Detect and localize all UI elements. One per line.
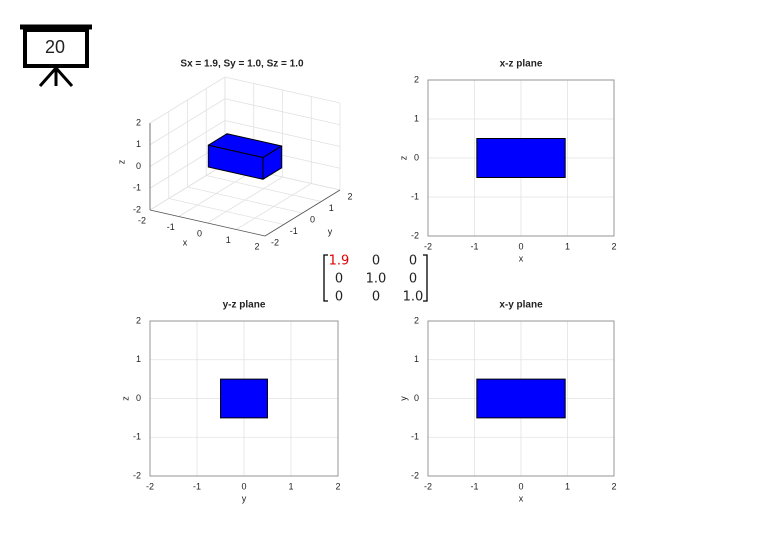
z-tick-label: 1 [136, 139, 141, 149]
y-tick-label: 0 [414, 152, 419, 162]
matrix-entry: 1.0 [403, 290, 424, 305]
grid-line [168, 198, 284, 225]
grid-line [206, 175, 322, 202]
x-tick-label: 1 [288, 481, 293, 491]
y-tick-label: 0 [310, 214, 315, 224]
z-tick-label: -2 [133, 204, 141, 214]
y-tick-label: 2 [136, 315, 141, 325]
x-tick-label: -2 [424, 241, 432, 251]
matrix-entry: 0 [335, 272, 343, 287]
y-tick-label: 1 [414, 354, 419, 364]
x-tick-label: 1 [565, 241, 570, 251]
x-tick-label: 2 [254, 241, 259, 251]
x-tick-label: -2 [146, 481, 154, 491]
x-tick-label: -1 [167, 222, 175, 232]
x-tick-label: 1 [565, 481, 570, 491]
y-tick-label: -1 [411, 191, 419, 201]
y-tick-label: -2 [133, 470, 141, 480]
y-tick-label: 2 [347, 191, 352, 201]
matrix-entry: 1.9 [329, 254, 350, 269]
y-axis-label: y [398, 396, 408, 401]
z-tick-label: -1 [133, 183, 141, 193]
x-tick-label: 0 [518, 241, 523, 251]
z-axis-label: z [116, 159, 126, 164]
z-tick-label: 0 [136, 161, 141, 171]
grid-line [149, 98, 226, 146]
x-tick-label: -1 [470, 241, 478, 251]
x-tick-label: -1 [193, 481, 201, 491]
x-tick-label: 2 [335, 481, 340, 491]
x-tick-label: -2 [138, 215, 146, 225]
y-tick-label: -1 [411, 432, 419, 442]
plot-frame [427, 79, 615, 237]
chart-title: Sx = 1.9, Sy = 1.0, Sz = 1.0 [180, 59, 304, 70]
plot-frame [149, 320, 339, 477]
y-axis-label: z [120, 396, 130, 401]
x-tick-label: 0 [197, 228, 202, 238]
matrix-entry: 1.0 [366, 272, 387, 287]
y-tick-label: 0 [414, 393, 419, 403]
x-tick-label: 1 [226, 235, 231, 245]
y-tick-label: -2 [271, 237, 279, 247]
y-tick-label: 1 [329, 203, 334, 213]
x-axis-label: y [242, 493, 247, 503]
matrix-entry: 0 [409, 272, 417, 287]
slide-number: 20 [45, 37, 65, 57]
x-tick-label: 2 [611, 241, 616, 251]
shape [476, 378, 566, 419]
z-tick-label: 2 [136, 117, 141, 127]
x-axis-label: x [183, 237, 188, 247]
matrix-entry: 0 [372, 290, 380, 305]
matrix-entry: 0 [335, 290, 343, 305]
grid-line [149, 163, 226, 211]
chart-title: x-z plane [500, 59, 543, 70]
box-face [262, 145, 283, 180]
chart-title: y-z plane [223, 300, 266, 311]
grid-line [187, 186, 303, 214]
y-tick-label: 1 [414, 113, 419, 123]
matrix-entry: 0 [372, 254, 380, 269]
grid-line [149, 76, 226, 124]
x-axis-label: x [519, 253, 524, 263]
grid-line [224, 76, 341, 104]
axis-line [264, 189, 341, 237]
y-axis-label: z [398, 155, 408, 160]
grid-line [149, 120, 226, 167]
y-tick-label: 1 [136, 354, 141, 364]
x-axis-label: x [519, 493, 524, 503]
x-tick-label: 0 [518, 481, 523, 491]
shape [476, 138, 566, 178]
y-tick-label: -1 [290, 226, 298, 236]
chart-title: x-y plane [499, 300, 543, 311]
x-tick-label: -2 [424, 481, 432, 491]
y-tick-label: -2 [411, 230, 419, 240]
matrix-entry: 0 [409, 254, 417, 269]
x-tick-label: 2 [611, 481, 616, 491]
x-tick-label: -1 [470, 481, 478, 491]
slide-icon [20, 24, 92, 87]
shape [220, 378, 268, 419]
plot-frame [427, 320, 615, 477]
y-axis-label: y [328, 226, 333, 236]
y-tick-label: -2 [411, 470, 419, 480]
y-tick-label: 2 [414, 315, 419, 325]
y-tick-label: 0 [136, 393, 141, 403]
matrix-brackets [323, 254, 428, 302]
grid-line [224, 98, 341, 126]
x-tick-label: 0 [241, 481, 246, 491]
y-tick-label: -1 [133, 432, 141, 442]
y-tick-label: 2 [414, 74, 419, 84]
axis-line [149, 209, 266, 237]
grid-line [224, 120, 341, 147]
